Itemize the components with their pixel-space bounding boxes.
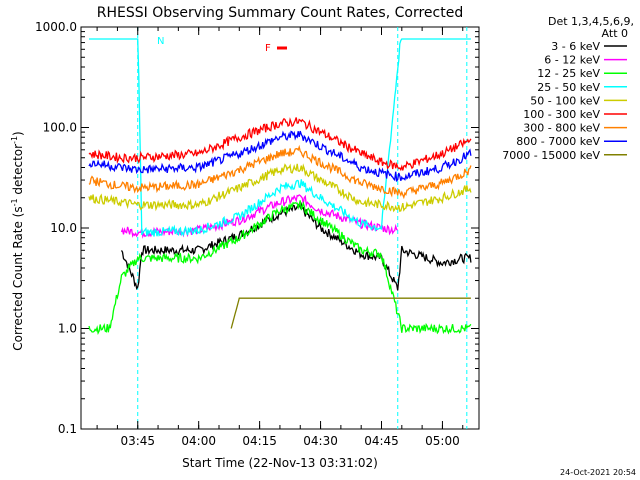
x-tick-label-5: 05:00 [425,434,460,448]
x-axis-label: Start Time (22-Nov-13 03:31:02) [182,456,378,470]
legend-label-6: 300 - 800 keV [523,122,600,135]
y-axis-label-prefix: Corrected Count Rate (s [11,206,25,350]
y-axis-label-sup2: -1 [10,136,19,144]
plot-frame [80,26,480,430]
y-axis-label: Corrected Count Rate (s-1 detector-1) [10,131,25,350]
y-tick-label-0: 1000.0 [35,20,77,34]
y-tick-label-4: 0.1 [58,422,77,436]
annotation-label-n: N [157,36,164,47]
plot-area: 03:45 04:00 04:15 04:30 04:45 05:00 1000.0 100.… [35,20,480,448]
x-tick-label-0: 03:45 [120,434,155,448]
legend-label-2: 12 - 25 keV [537,67,600,80]
x-tick-label-1: 04:00 [181,434,216,448]
y-axis-label-sup1: -1 [10,198,19,206]
series-line-7 [88,130,472,183]
legend-label-4: 50 - 100 keV [530,94,600,107]
legend-label-1: 6 - 12 keV [544,54,600,67]
y-axis-label-suffix: ) [11,131,25,136]
series-line-0 [120,201,472,291]
series-line-8 [230,297,471,329]
legend-label-3: 25 - 50 keV [537,81,600,94]
x-tick-label-3: 04:30 [303,434,338,448]
y-axis-label-mid: detector [11,144,25,199]
x-tick-label-2: 04:15 [242,434,277,448]
legend-label-7: 800 - 7000 keV [516,135,600,148]
series-line-2 [88,200,472,336]
legend-label-0: 3 - 6 keV [551,40,600,53]
x-tick-label-4: 04:45 [364,434,399,448]
series-line-3 [89,38,471,237]
legend-label-5: 100 - 300 keV [523,108,600,121]
series-line-5 [88,117,472,172]
legend-title-line-2: Att 0 [602,27,628,40]
y-tick-label-3: 1.0 [58,322,77,336]
y-tick-label-2: 10.0 [50,221,77,235]
footer-date: 24-Oct-2021 20:54 [560,468,636,477]
legend-label-8: 7000 - 15000 keV [502,149,600,162]
legend-title-line-1: Det 1,3,4,5,6,9, [548,15,634,28]
y-tick-label-1: 100.0 [43,121,77,135]
series-line-4 [88,163,472,213]
annotation-label-f: F [265,43,271,54]
chart-title: RHESSI Observing Summary Count Rates, Co… [97,5,463,21]
series-line-6 [88,144,472,200]
